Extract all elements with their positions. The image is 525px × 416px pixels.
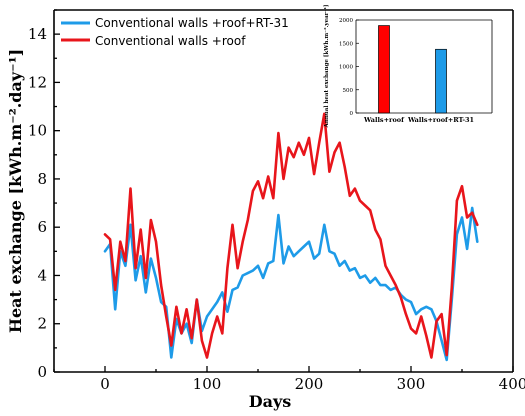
x-tick-label: 300 <box>397 375 426 393</box>
inset-bar-chart: 0 500 1000 1500 2000 Walls+roof Walls+roof+RT… <box>323 5 500 129</box>
x-axis-title: Days <box>249 392 292 411</box>
legend: Conventional walls +roof+RT-31 Conventio… <box>61 16 289 48</box>
y-axis-title: Heat exchange [kWh.m⁻².day⁻¹] <box>6 49 25 333</box>
y-tick-label: 8 <box>37 170 47 188</box>
inset-bar-walls-roof <box>378 25 390 114</box>
inset-category-label: Walls+roof <box>363 116 405 124</box>
series-line-conventional <box>103 112 479 359</box>
y-tick-label: 4 <box>37 266 47 284</box>
inset-bar-walls-roof-rt31 <box>435 48 447 114</box>
inset-y-tick-label: 1000 <box>339 65 353 71</box>
inset-y-tick-label: 2000 <box>339 18 353 24</box>
inset-y-axis-title: Annual heat exchange [kWh.m⁻².year⁻¹] <box>323 5 330 129</box>
inset-background <box>348 16 500 116</box>
y-tick-label: 12 <box>28 73 47 91</box>
inset-bars <box>378 25 447 114</box>
inset-y-tick-label: 1500 <box>339 41 353 47</box>
main-plot: 0 100 200 300 400 0 2 4 6 8 10 12 14 Days Heat exch… <box>6 9 525 411</box>
y-tick-label: 0 <box>37 363 47 381</box>
legend-label-conventional: Conventional walls +roof <box>95 34 246 48</box>
inset-y-tick-label: 0 <box>350 111 354 117</box>
inset-category-labels: Walls+roof Walls+roof+RT-31 <box>363 116 474 124</box>
x-tick-label: 100 <box>193 375 222 393</box>
y-ticks: 0 2 4 6 8 10 12 14 <box>28 9 60 381</box>
series-layer <box>103 112 479 362</box>
y-tick-label: 6 <box>37 218 47 236</box>
inset-category-label: Walls+roof+RT-31 <box>407 116 474 124</box>
inset-y-tick-label: 500 <box>343 88 354 94</box>
y-tick-label: 10 <box>28 122 47 140</box>
inset-y-ticks: 0 500 1000 1500 2000 <box>339 18 359 117</box>
y-tick-label: 14 <box>28 25 47 43</box>
x-ticks: 0 100 200 300 400 <box>53 366 525 393</box>
legend-label-rt31: Conventional walls +roof+RT-31 <box>95 16 289 30</box>
x-tick-label: 400 <box>499 375 525 393</box>
x-tick-label: 0 <box>100 375 110 393</box>
x-tick-label: 200 <box>295 375 324 393</box>
y-tick-label: 2 <box>37 315 47 333</box>
